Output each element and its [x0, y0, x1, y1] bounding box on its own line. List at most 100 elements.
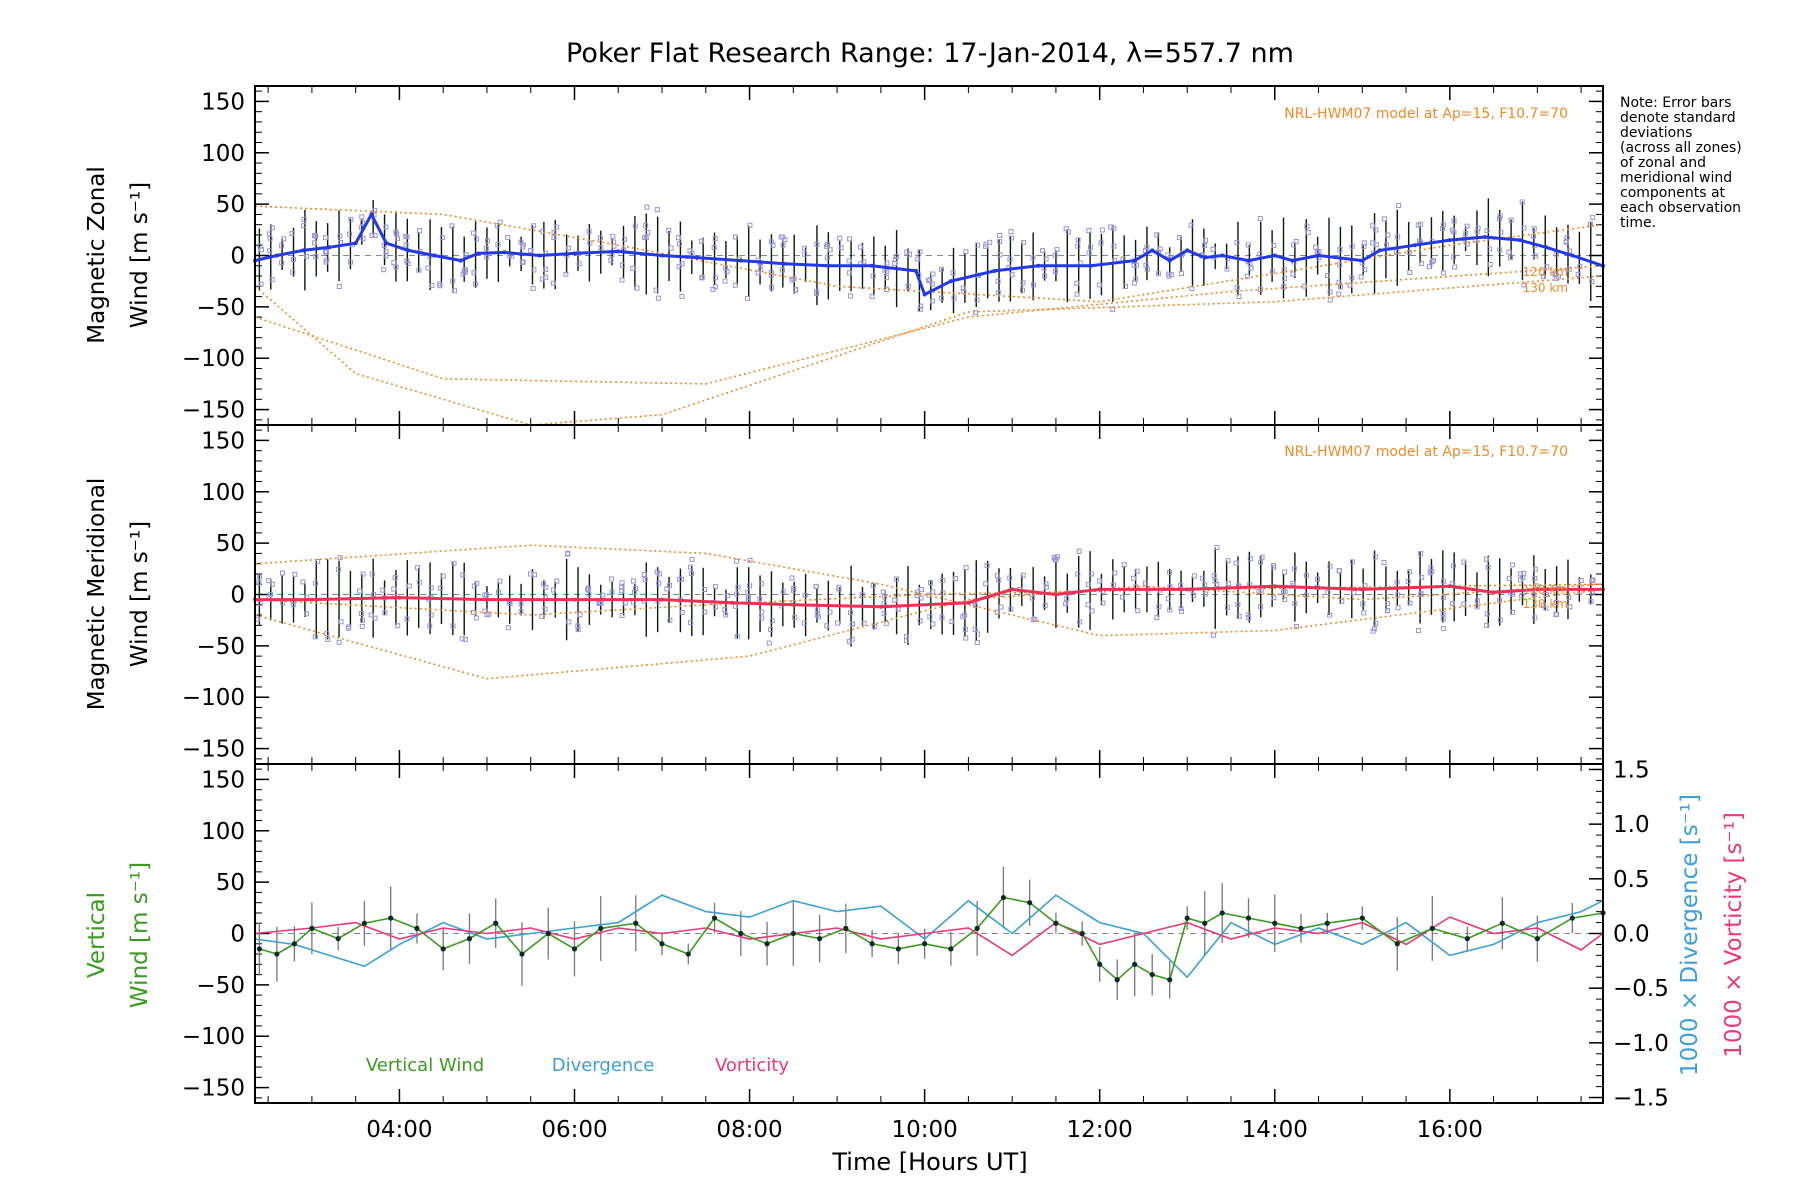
vertical-wind-point [1272, 920, 1278, 926]
meridional-zone-sample [1327, 612, 1333, 618]
zonal-zone-sample [698, 238, 704, 244]
vertical-wind-point [274, 951, 280, 957]
meridional-zone-sample [689, 556, 695, 562]
time-axis-label: Time [Hours UT] [831, 1148, 1027, 1176]
meridional-zone-sample [815, 614, 821, 620]
meridional-model-curve [254, 583, 1604, 680]
meridional-zone-sample [1395, 605, 1401, 611]
zonal-zone-sample [359, 214, 365, 220]
vertical-wind-point [738, 930, 744, 937]
zonal-zone-sample [869, 293, 875, 299]
meridional-zone-sample [1385, 601, 1391, 607]
zonal-zone-sample [827, 247, 833, 253]
meridional-zone-sample [996, 577, 1002, 583]
meridional-zone-sample [1111, 582, 1117, 588]
zonal-zone-sample [905, 283, 911, 289]
meridional-zone-sample [1339, 598, 1345, 604]
zonal-zone-sample [769, 284, 775, 290]
meridional-zone-sample [849, 621, 855, 627]
meridional-zone-sample [872, 624, 878, 630]
zonal-zone-sample [304, 253, 310, 259]
vertical-wind-point [685, 951, 691, 957]
meridional-zone-sample [1200, 575, 1206, 581]
zonal-zone-sample [1291, 242, 1297, 248]
meridional-wind-point [1185, 587, 1190, 592]
meridional-zone-sample [382, 610, 388, 616]
meridional-zone-sample [313, 580, 319, 586]
meridional-zone-sample [1085, 602, 1091, 608]
meridional-zone-sample [972, 602, 978, 608]
meridional-zone-sample [1418, 551, 1424, 557]
meridional-zone-sample [542, 606, 548, 612]
meridional-zone-sample [427, 623, 433, 629]
meridional-zone-sample [677, 576, 683, 582]
meridional-zone-sample [1553, 612, 1559, 618]
meridional-zone-sample [1290, 580, 1296, 586]
meridional-zone-sample [359, 624, 365, 630]
meridional-zone-sample [723, 612, 729, 618]
meridional-zone-sample [1191, 592, 1197, 598]
zonal-zone-sample [653, 287, 659, 293]
zonal-wind-point [1150, 248, 1155, 253]
zonal-zone-sample [1075, 243, 1081, 249]
zonal-zone-sample [393, 229, 399, 235]
meridional-zone-sample [585, 586, 591, 592]
meridional-wind-point [309, 597, 314, 602]
zonal-zone-sample [847, 236, 853, 242]
zonal-zone-sample [1349, 243, 1355, 249]
zonal-zone-sample [1521, 225, 1527, 231]
meridional-zone-sample [702, 587, 708, 593]
vertical-wind-point [1219, 910, 1225, 916]
zonal-wind-point [992, 268, 997, 273]
meridional-zone-sample [747, 583, 753, 589]
zonal-zone-sample [802, 251, 808, 257]
meridional-wind-point [572, 597, 577, 602]
meridional-zone-sample [1077, 619, 1083, 625]
zonal-zone-sample [381, 267, 387, 273]
zonal-wind-line [254, 211, 1604, 297]
zonal-zone-sample [301, 223, 307, 229]
meridional-zone-sample [324, 631, 330, 637]
zonal-zone-sample [1176, 235, 1182, 241]
zonal-zone-sample [279, 243, 285, 249]
zonal-zone-sample [1464, 223, 1470, 229]
vorticity-line [254, 916, 1604, 957]
zonal-zone-sample [1532, 253, 1538, 259]
zonal-zone-sample [960, 285, 966, 291]
zonal-panel: 150 100 50 0 −50 −100 −150 NRL-HWM07 model at … [84, 85, 1605, 426]
time-tick-label: 14:00 [1242, 1117, 1308, 1143]
meridional-zone-sample [1373, 620, 1379, 626]
zonal-zone-sample [1406, 249, 1412, 255]
zonal-wind-point [572, 251, 577, 256]
vertical-ytick-label: −150 [182, 1076, 245, 1102]
meridional-zone-sample [1427, 570, 1433, 576]
meridional-zone-sample [279, 570, 285, 576]
zonal-zone-sample [963, 249, 969, 255]
zonal-zone-sample [1327, 289, 1333, 295]
meridional-zone-sample [827, 609, 833, 615]
zonal-zone-sample [1304, 223, 1310, 229]
vertical-wind-point [1569, 915, 1575, 921]
meridional-zone-sample [315, 559, 321, 565]
meridional-zone-sample [1236, 613, 1242, 619]
zonal-ytick-label: −150 [182, 398, 245, 424]
zonal-zone-sample [1210, 246, 1216, 252]
meridional-zone-sample [1292, 600, 1298, 606]
meridional-model-label-130: 130 km [1523, 597, 1568, 611]
zonal-zone-sample [1202, 242, 1208, 248]
zonal-zone-sample [473, 281, 479, 287]
zonal-zone-sample [930, 298, 936, 304]
meridional-zone-sample [1085, 581, 1091, 587]
meridional-zone-sample [368, 612, 374, 618]
zonal-zone-sample [461, 268, 467, 274]
meridional-zone-sample [1440, 610, 1446, 616]
vertical-ytick-label: 150 [201, 767, 245, 793]
zonal-wind-point [1360, 258, 1365, 263]
meridional-zone-sample [1450, 563, 1456, 569]
zonal-zone-sample [484, 254, 490, 260]
zonal-zone-sample [793, 286, 799, 292]
zonal-zone-sample [554, 224, 560, 230]
meridional-zone-sample [1440, 616, 1446, 622]
zonal-zone-sample [450, 278, 456, 284]
zonal-wind-point [1482, 235, 1487, 240]
